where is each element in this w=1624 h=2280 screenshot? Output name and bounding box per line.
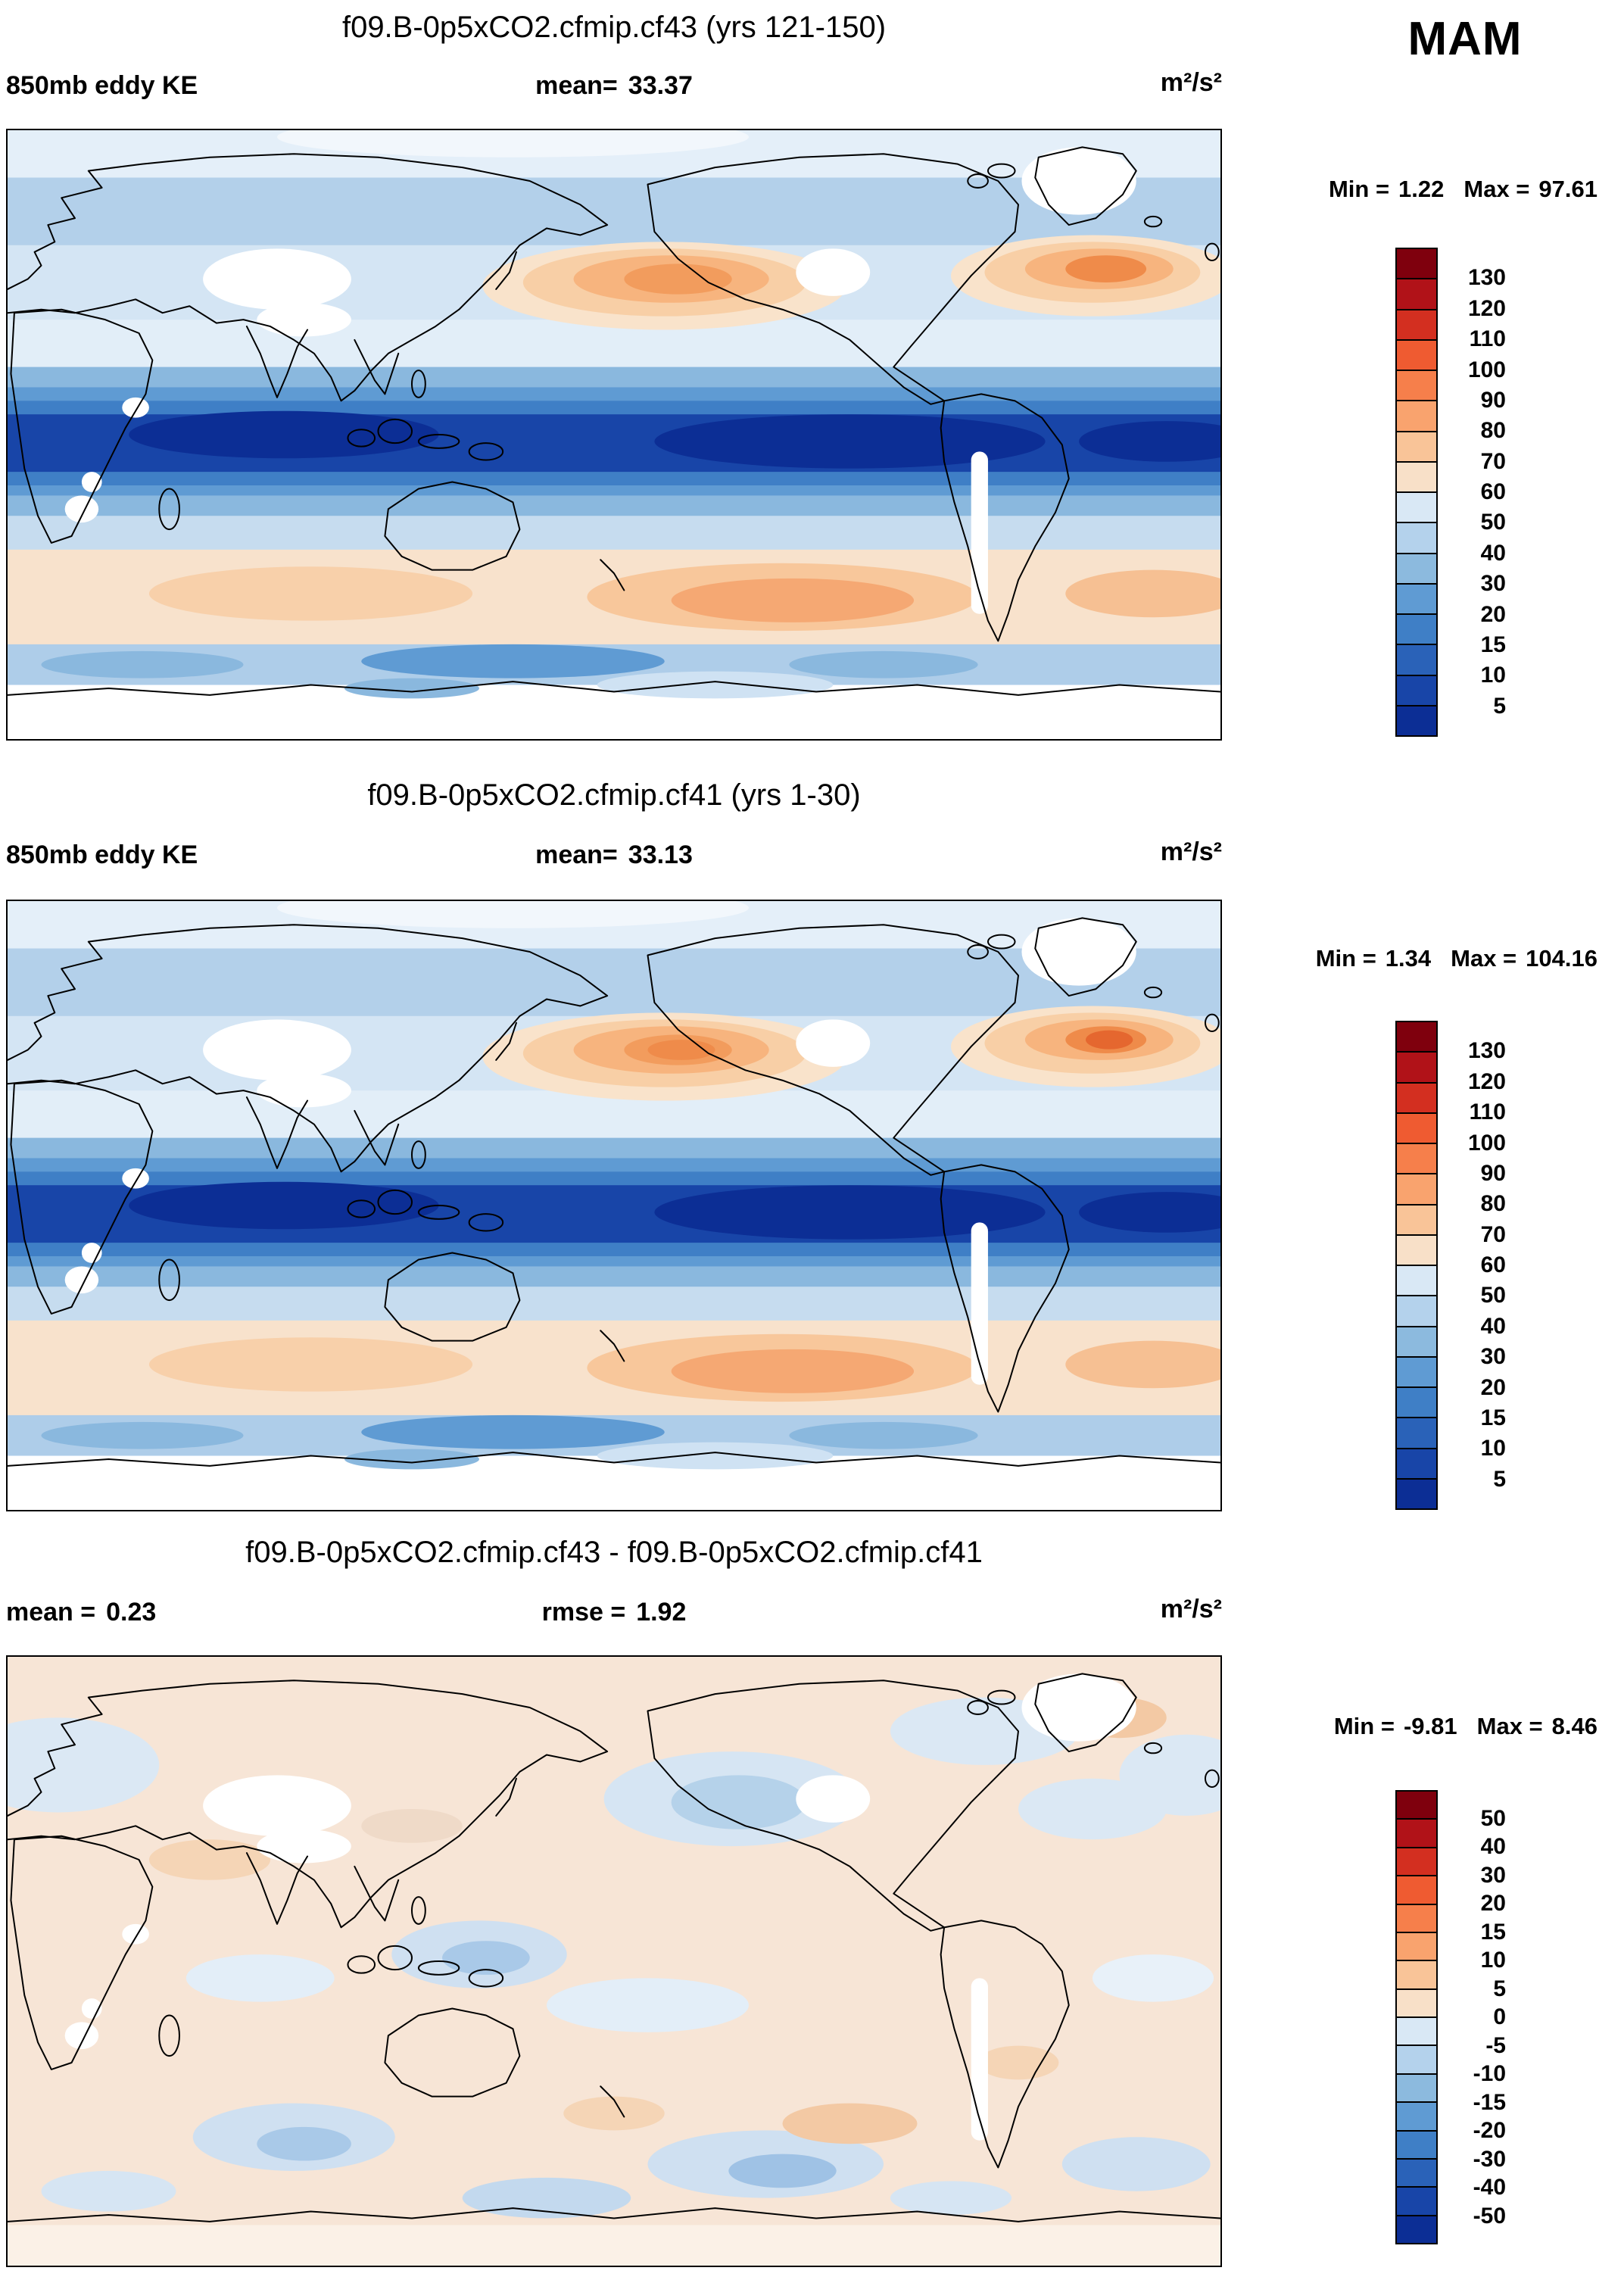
panel3-max-label: Max = (1476, 1713, 1543, 1739)
panel1-map-svg (8, 130, 1220, 739)
panel3-colorbar-bar (1395, 1790, 1438, 2244)
panel3-mean-value: 0.23 (106, 1598, 157, 1627)
panel3-colorbar-ticks: 50 40 30 20 15 10 5 0 -5 -10 -15 -20 -30 -40 -50 (1473, 1805, 1506, 2229)
panel2-colorbar: 130 120 110 100 90 80 70 60 50 40 30 20 15 10 5 (1395, 1021, 1509, 1510)
panel3-max-value: 8.46 (1551, 1713, 1598, 1739)
panel1-colorbar-bar (1395, 248, 1438, 737)
panel2-map (6, 900, 1222, 1511)
panel2-variable-label: 850mb eddy KE (6, 841, 198, 869)
panel1-colorbar-ticks: 130 120 110 100 90 80 70 60 50 40 30 20 15 10 5 (1467, 265, 1506, 719)
panel3-min-value: -9.81 (1403, 1713, 1457, 1739)
panel2-min-value: 1.34 (1385, 945, 1432, 972)
panel2-max-value: 104.16 (1526, 945, 1598, 972)
panel2-title: f09.B-0p5xCO2.cfmip.cf41 (yrs 1-30) (367, 778, 861, 812)
panel3-map (6, 1655, 1222, 2267)
panel2-map-svg (8, 901, 1220, 1510)
panel1-max-value: 97.61 (1538, 176, 1598, 202)
panel1-max-label: Max = (1463, 176, 1530, 202)
panel1-min-value: 1.22 (1398, 176, 1445, 202)
panel3-rmse-value: 1.92 (636, 1598, 687, 1627)
panel3-units: m²/s² (1160, 1595, 1222, 1623)
panel3-min-label: Min = (1333, 1713, 1395, 1739)
panel3-colorbar: 50 40 30 20 15 10 5 0 -5 -10 -15 -20 -30 -40 -50 (1395, 1790, 1509, 2244)
season-label: MAM (1407, 13, 1523, 65)
panel1-mean-value: 33.37 (628, 71, 693, 100)
panel3-mean: mean = 0.23 (6, 1598, 156, 1627)
panel2-max-label: Max = (1451, 945, 1517, 972)
panel2-mean: mean= 33.13 (6, 841, 1222, 870)
panel3-rmse: rmse = 1.92 (6, 1598, 1222, 1627)
panel2-units: m²/s² (1160, 837, 1222, 866)
panel2-mean-label: mean= (535, 841, 618, 869)
panel1-minmax: Min = 1.22 Max = 97.61 (1257, 176, 1598, 203)
panel3-rmse-label: rmse = (541, 1598, 626, 1627)
panel2-min-label: Min = (1315, 945, 1376, 972)
panel3-minmax: Min = -9.81 Max = 8.46 (1257, 1713, 1598, 1740)
panel2-minmax: Min = 1.34 Max = 104.16 (1257, 945, 1598, 972)
panel1-title: f09.B-0p5xCO2.cfmip.cf43 (yrs 121-150) (341, 11, 887, 44)
panel1-colorbar: 130 120 110 100 90 80 70 60 50 40 30 20 15 10 5 (1395, 248, 1509, 737)
panel3-title: f09.B-0p5xCO2.cfmip.cf43 - f09.B-0p5xCO2… (245, 1536, 983, 1569)
panel2-colorbar-bar (1395, 1021, 1438, 1510)
panel1-map (6, 129, 1222, 741)
panel3-mean-label: mean = (6, 1598, 96, 1627)
panel1-variable-label: 850mb eddy KE (6, 71, 198, 100)
panel1-mean: mean= 33.37 (6, 71, 1222, 101)
panel1-units: m²/s² (1160, 68, 1222, 97)
panel1-min-label: Min = (1328, 176, 1390, 202)
panel1-mean-label: mean= (535, 71, 618, 100)
panel3-map-svg (8, 1657, 1220, 2266)
panel2-mean-value: 33.13 (628, 841, 693, 869)
panel2-colorbar-ticks: 130 120 110 100 90 80 70 60 50 40 30 20 15 10 5 (1467, 1038, 1506, 1492)
